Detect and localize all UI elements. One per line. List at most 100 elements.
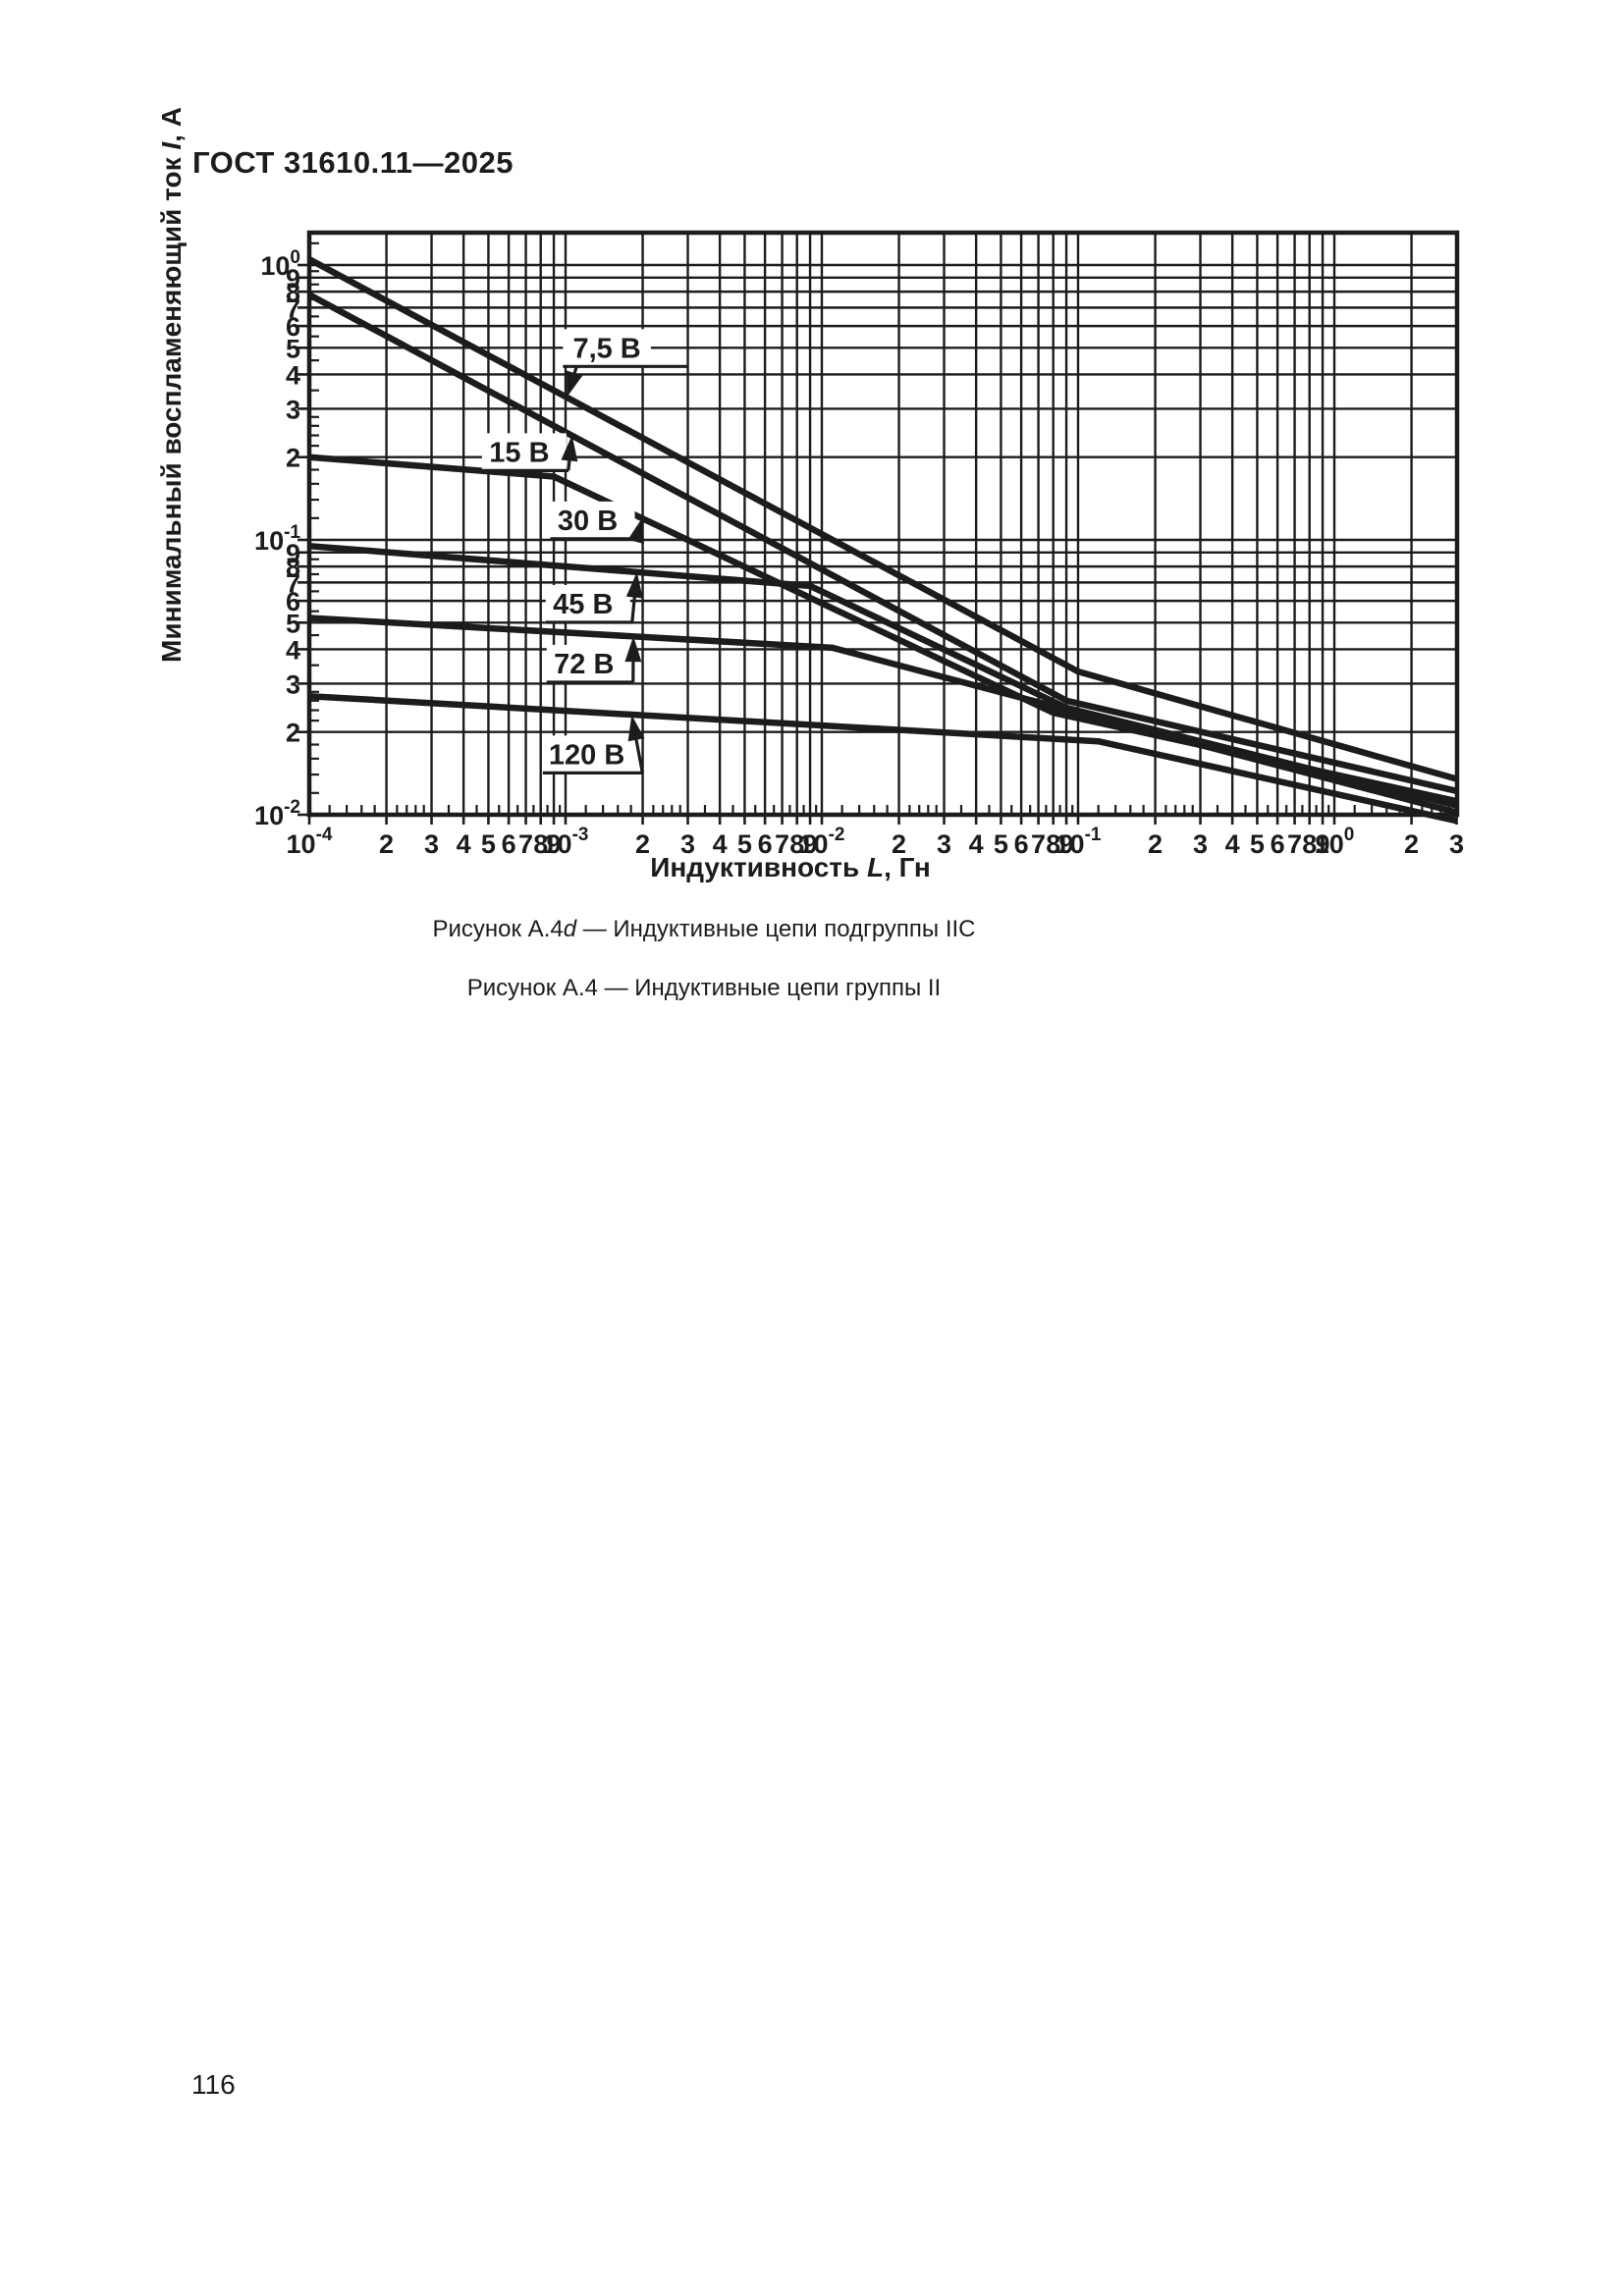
plot-frame xyxy=(306,230,1460,818)
svg-text:2: 2 xyxy=(1148,829,1163,859)
curve-label-72В: 72 В xyxy=(546,636,642,684)
svg-text:4: 4 xyxy=(286,360,300,390)
caption-italic-part: d xyxy=(563,916,577,942)
svg-text:3: 3 xyxy=(286,395,300,424)
svg-text:9: 9 xyxy=(1316,829,1330,859)
svg-text:5: 5 xyxy=(737,829,752,859)
page-number: 116 xyxy=(191,2069,236,2100)
leader-arrowhead-icon xyxy=(624,636,642,663)
svg-text:10-2: 10-2 xyxy=(254,797,300,830)
svg-text:2: 2 xyxy=(286,719,300,748)
svg-text:8: 8 xyxy=(286,553,300,582)
svg-text:8: 8 xyxy=(1302,829,1317,859)
svg-text:7: 7 xyxy=(1031,829,1046,859)
svg-text:9: 9 xyxy=(1059,829,1074,859)
svg-text:6: 6 xyxy=(758,829,773,859)
svg-text:6: 6 xyxy=(286,587,300,616)
leader-arrowhead-icon xyxy=(627,516,644,545)
svg-text:4: 4 xyxy=(457,829,471,859)
svg-text:30 В: 30 В xyxy=(558,506,618,537)
svg-text:3: 3 xyxy=(937,829,951,859)
svg-text:7: 7 xyxy=(1287,829,1302,859)
curve-45V xyxy=(308,542,1458,809)
svg-text:9: 9 xyxy=(547,829,562,859)
svg-text:8: 8 xyxy=(1046,829,1060,859)
svg-text:72 В: 72 В xyxy=(554,649,614,680)
svg-text:4: 4 xyxy=(969,829,984,859)
svg-text:10-1: 10-1 xyxy=(254,522,300,556)
svg-text:5: 5 xyxy=(1250,829,1265,859)
svg-text:3: 3 xyxy=(1449,829,1464,859)
svg-text:2: 2 xyxy=(892,829,906,859)
svg-text:15 В: 15 В xyxy=(489,437,549,468)
leader-arrowhead-icon xyxy=(561,435,578,462)
leader-arrowhead-icon xyxy=(625,571,643,599)
axis-ticks xyxy=(298,241,1458,825)
svg-text:100: 100 xyxy=(260,247,300,281)
svg-text:2: 2 xyxy=(286,444,300,473)
leader-arrowhead-icon xyxy=(627,715,645,742)
curve-72V xyxy=(308,614,1458,816)
svg-text:7: 7 xyxy=(518,829,533,859)
svg-text:10-4: 10-4 xyxy=(287,825,333,859)
figure-caption-group: Рисунок А.4 — Индуктивные цепи группы II xyxy=(0,975,1408,1002)
svg-text:6: 6 xyxy=(1014,829,1029,859)
svg-text:2: 2 xyxy=(379,829,394,859)
svg-text:10-1: 10-1 xyxy=(1056,825,1102,859)
x-axis-title: Индуктивность L, Гн xyxy=(650,852,931,882)
curve-label-15В: 15 В xyxy=(481,433,578,472)
caption-suffix: — Индуктивные цепи подгруппы IIC xyxy=(576,916,976,942)
svg-text:9: 9 xyxy=(286,264,300,294)
curve-label-45В: 45 В xyxy=(545,571,643,624)
svg-text:3: 3 xyxy=(286,669,300,699)
svg-text:4: 4 xyxy=(1225,829,1240,859)
caption-suffix: — Индуктивные цепи группы II xyxy=(597,975,942,1001)
curve-labels: 7,5 В 15 В 30 В 45 В 72 В 120 В xyxy=(481,329,688,774)
svg-text:3: 3 xyxy=(424,829,439,859)
data-curves xyxy=(307,256,1458,825)
svg-text:9: 9 xyxy=(803,829,818,859)
svg-text:3: 3 xyxy=(1193,829,1208,859)
figure-caption-subgroup: Рисунок А.4d — Индуктивные цепи подгрупп… xyxy=(0,916,1408,943)
svg-text:8: 8 xyxy=(533,829,548,859)
svg-text:4: 4 xyxy=(286,635,300,665)
svg-text:7: 7 xyxy=(286,568,300,598)
axis-titles: Индуктивность L, Гн Минимальный воспламен… xyxy=(156,107,931,882)
curve-7.5V xyxy=(307,256,1458,782)
svg-text:45 В: 45 В xyxy=(553,589,613,620)
svg-text:10-2: 10-2 xyxy=(799,825,845,859)
document-header: ГОСТ 31610.11—2025 xyxy=(192,145,514,180)
svg-text:5: 5 xyxy=(481,829,496,859)
svg-text:6: 6 xyxy=(502,829,516,859)
curve-label-75В: 7,5 В xyxy=(563,329,688,398)
caption-prefix: Рисунок А.4 xyxy=(466,975,598,1001)
svg-text:120 В: 120 В xyxy=(549,739,624,771)
curve-15V xyxy=(307,292,1458,794)
leader-arrowhead-icon xyxy=(567,370,583,398)
y-axis-title: Минимальный воспламеняющий ток I, А xyxy=(156,107,187,663)
svg-text:6: 6 xyxy=(286,312,300,342)
svg-text:2: 2 xyxy=(635,829,650,859)
curve-label-30В: 30 В xyxy=(550,501,644,545)
svg-text:100: 100 xyxy=(1315,825,1355,859)
svg-text:7: 7 xyxy=(286,294,300,323)
svg-text:7,5 В: 7,5 В xyxy=(572,333,640,364)
svg-text:5: 5 xyxy=(286,609,300,638)
svg-text:9: 9 xyxy=(286,539,300,568)
svg-text:8: 8 xyxy=(789,829,804,859)
svg-text:4: 4 xyxy=(713,829,728,859)
svg-text:3: 3 xyxy=(680,829,695,859)
svg-text:8: 8 xyxy=(286,278,300,307)
svg-text:6: 6 xyxy=(1271,829,1285,859)
svg-text:10-3: 10-3 xyxy=(543,825,589,859)
caption-prefix: Рисунок А.4 xyxy=(432,916,564,942)
svg-text:5: 5 xyxy=(286,334,300,363)
svg-text:5: 5 xyxy=(994,829,1008,859)
curve-120V xyxy=(308,692,1458,825)
curve-label-120В: 120 В xyxy=(542,715,645,774)
svg-text:7: 7 xyxy=(775,829,789,859)
svg-text:2: 2 xyxy=(1404,829,1419,859)
